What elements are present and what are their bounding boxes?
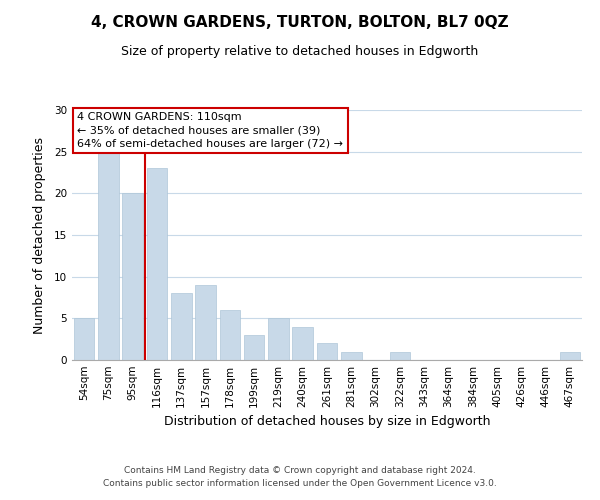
Text: Contains HM Land Registry data © Crown copyright and database right 2024.
Contai: Contains HM Land Registry data © Crown c…: [103, 466, 497, 487]
Text: 4, CROWN GARDENS, TURTON, BOLTON, BL7 0QZ: 4, CROWN GARDENS, TURTON, BOLTON, BL7 0Q…: [91, 15, 509, 30]
Bar: [98, 152, 119, 360]
Bar: [341, 352, 362, 360]
Bar: [220, 310, 240, 360]
Bar: [171, 294, 191, 360]
Bar: [74, 318, 94, 360]
Bar: [560, 352, 580, 360]
Text: Size of property relative to detached houses in Edgworth: Size of property relative to detached ho…: [121, 45, 479, 58]
Bar: [268, 318, 289, 360]
Bar: [122, 194, 143, 360]
Bar: [146, 168, 167, 360]
Bar: [317, 344, 337, 360]
Bar: [292, 326, 313, 360]
Text: 4 CROWN GARDENS: 110sqm
← 35% of detached houses are smaller (39)
64% of semi-de: 4 CROWN GARDENS: 110sqm ← 35% of detache…: [77, 112, 343, 149]
Bar: [389, 352, 410, 360]
Y-axis label: Number of detached properties: Number of detached properties: [32, 136, 46, 334]
X-axis label: Distribution of detached houses by size in Edgworth: Distribution of detached houses by size …: [164, 416, 490, 428]
Bar: [195, 285, 216, 360]
Bar: [244, 335, 265, 360]
